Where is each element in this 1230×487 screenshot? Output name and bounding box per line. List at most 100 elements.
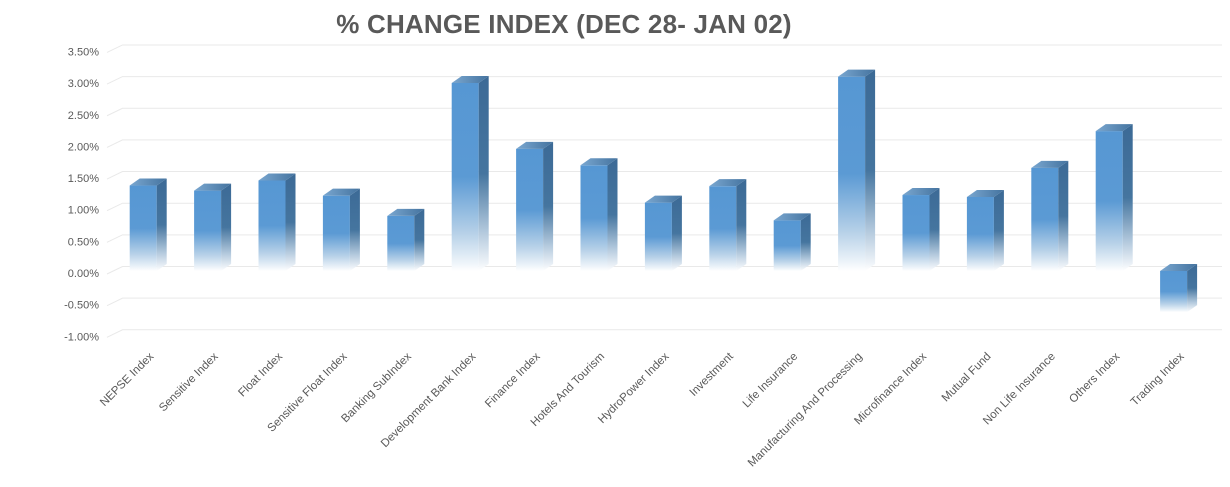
x-category-label-microfinance-index: Microfinance Index [852, 350, 929, 427]
bar-life-insurance[interactable] [773, 213, 811, 271]
y-tick-label: 3.50% [68, 46, 99, 58]
bar-front-face [709, 186, 737, 271]
x-category-label-investment: Investment [688, 350, 737, 399]
bar-banking-subindex[interactable] [387, 208, 425, 271]
bar-top-face [258, 173, 296, 181]
bar-microfinance-index[interactable] [902, 188, 940, 271]
bar-sensitive-float-index[interactable] [322, 188, 360, 271]
y-tick-label: 2.00% [68, 141, 99, 153]
gridline [106, 107, 1222, 117]
bar-top-face [838, 69, 876, 77]
bar-side-face [929, 188, 940, 271]
x-category-label-trading-index: Trading Index [1129, 350, 1187, 408]
bar-side-face [221, 183, 232, 271]
bar-top-face [322, 188, 360, 196]
bar-front-face [387, 215, 415, 271]
x-category-label-banking-subindex: Banking SubIndex [339, 350, 414, 425]
x-category-label-life-insurance: Life Insurance [741, 351, 801, 411]
gridline [106, 329, 1222, 338]
x-category-label-manufacturing-and-processing: Manufacturing And Processing [746, 351, 865, 470]
y-tick-label: 3.00% [68, 78, 99, 90]
bar-side-face [865, 69, 876, 271]
bar-top-face [1160, 264, 1198, 271]
x-category-label-mutual-fund: Mutual Fund [940, 351, 994, 405]
bar-side-face [414, 208, 425, 271]
bar-float-index[interactable] [258, 173, 296, 271]
bar-top-face [644, 195, 682, 203]
y-axis-tick-labels: 3.50% 3.00% 2.50% 2.00% 1.50% 1.00% 0.50% 0.00%… [64, 46, 99, 343]
bar-front-face [580, 165, 608, 271]
x-category-label-float-index: Float Index [236, 350, 285, 399]
bar-side-face [156, 178, 167, 271]
x-category-label-nepse-index: NEPSE Index [98, 350, 156, 408]
bar-side-face [1058, 160, 1069, 271]
bar-side-face [671, 195, 682, 271]
bar-side-face [543, 141, 554, 271]
bar-side-face [993, 189, 1004, 271]
bar-hotels-and-tourism[interactable] [580, 158, 618, 271]
bar-finance-index[interactable] [516, 141, 554, 271]
bar-top-face [1031, 160, 1069, 168]
bar-front-face [1095, 131, 1123, 271]
bar-mutual-fund[interactable] [966, 189, 1004, 271]
bar-front-face [1031, 167, 1059, 271]
gridline [106, 139, 1222, 148]
bar-development-bank-index[interactable] [451, 75, 489, 272]
y-tick-label: -0.50% [64, 300, 99, 312]
bar-investment[interactable] [709, 179, 747, 271]
bar-top-face [966, 189, 1004, 197]
bar-top-face [451, 75, 489, 83]
bar-front-face [322, 195, 350, 271]
bar-top-face [773, 213, 811, 221]
bar-nepse-index[interactable] [129, 178, 167, 271]
bar-trading-index[interactable] [1160, 264, 1198, 313]
bar-top-face [194, 183, 232, 191]
bar-side-face [607, 158, 618, 271]
bar-top-face [580, 158, 618, 166]
bar-side-face [349, 188, 360, 271]
x-axis-category-labels: NEPSE Index Sensitive Index Float IndexSen… [98, 350, 1187, 469]
y-tick-label: 2.50% [68, 110, 99, 122]
bar-hydropower-index[interactable] [644, 195, 682, 271]
bar-side-face [800, 213, 811, 271]
bar-front-face [516, 148, 544, 271]
bar-others-index[interactable] [1095, 124, 1133, 272]
bar-sensitive-index[interactable] [194, 183, 232, 271]
bar-side-face [1122, 124, 1133, 272]
gridline [106, 297, 1222, 307]
bar-top-face [516, 141, 554, 149]
bar-top-face [902, 188, 940, 196]
y-tick-label: -1.00% [64, 331, 99, 343]
x-category-label-sensitive-index: Sensitive Index [157, 350, 221, 414]
x-category-label-hydropower-index: HydroPower Index [596, 350, 672, 426]
bar-front-face [258, 180, 286, 271]
bar-side-face [478, 75, 489, 272]
x-category-label-finance-index: Finance Index [483, 350, 543, 410]
bar-front-face [966, 196, 994, 271]
bar-side-face [285, 173, 296, 271]
bar-non-life-insurance[interactable] [1031, 160, 1069, 271]
bar-top-face [1095, 124, 1133, 132]
bar-front-face [194, 190, 222, 271]
bar-front-face [902, 195, 930, 271]
x-category-label-non-life-insurance: Non Life Insurance [981, 351, 1058, 428]
bar-side-face [736, 179, 747, 271]
x-category-label-others-index: Others Index [1067, 350, 1122, 405]
gridline [106, 76, 1222, 85]
y-tick-label: 1.50% [68, 173, 99, 185]
bar-front-face [773, 220, 801, 271]
bar-side-face [1187, 264, 1198, 313]
bar-front-face [644, 202, 672, 271]
y-tick-label: 0.50% [68, 236, 99, 248]
bar-top-face [129, 178, 167, 186]
bar-manufacturing-and-processing[interactable] [838, 69, 876, 271]
bar-front-face [129, 185, 157, 271]
bar-front-face [451, 82, 479, 272]
y-tick-label: 0.00% [68, 268, 99, 280]
bar-top-face [709, 179, 747, 187]
bar-front-face [838, 76, 866, 271]
y-tick-label: 1.00% [68, 205, 99, 217]
gridline [106, 44, 1222, 53]
